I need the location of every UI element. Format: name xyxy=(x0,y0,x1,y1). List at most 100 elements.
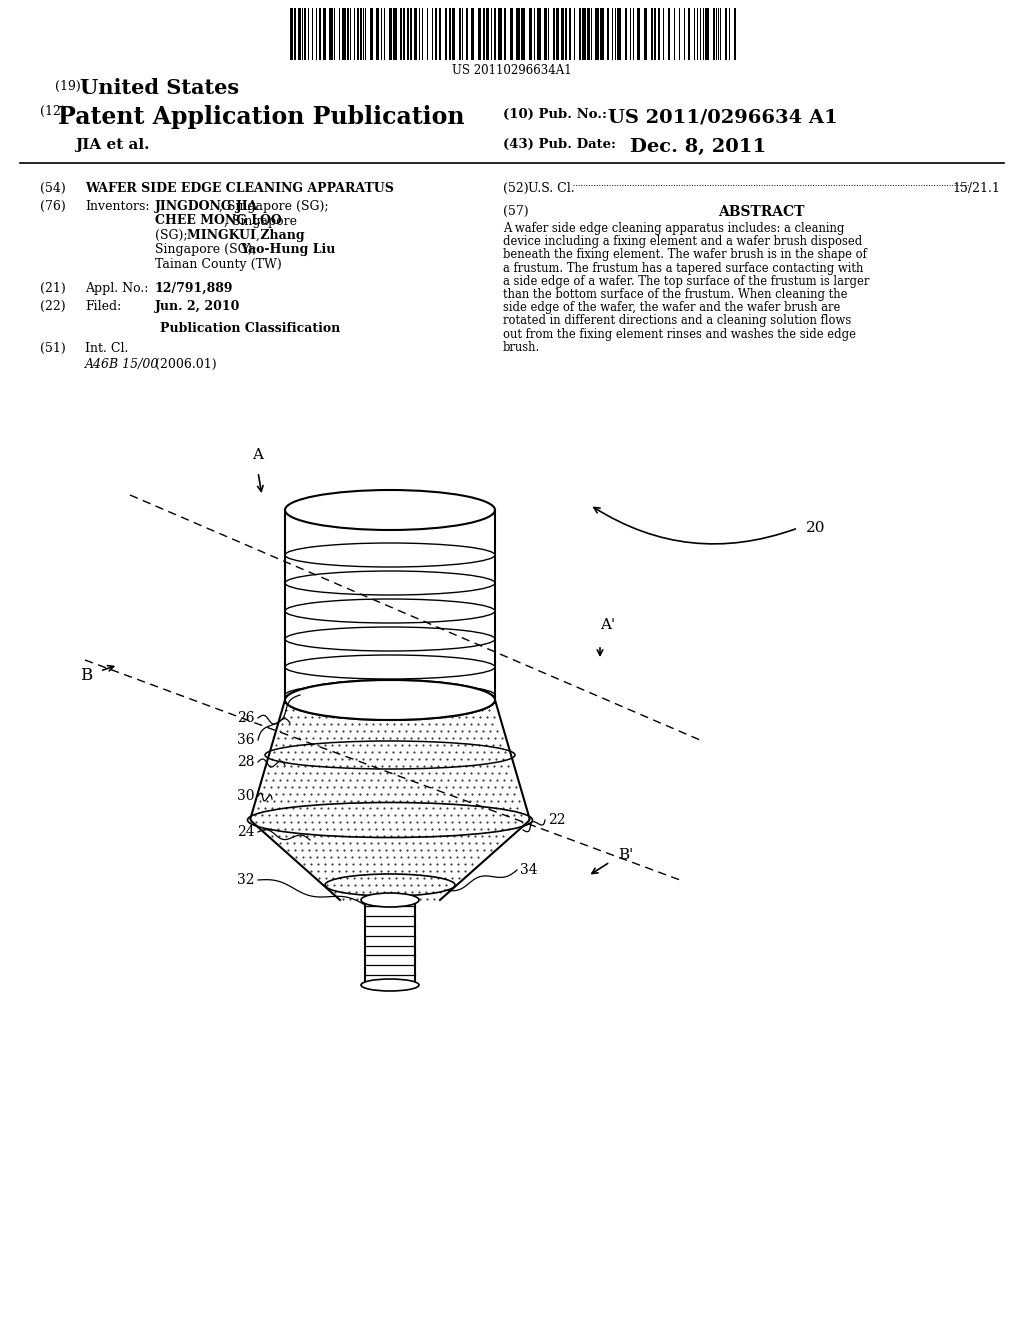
Text: Singapore (SG);: Singapore (SG); xyxy=(155,243,261,256)
Bar xyxy=(654,8,656,59)
Bar xyxy=(439,8,441,59)
Bar xyxy=(668,8,670,59)
Ellipse shape xyxy=(285,680,495,719)
Bar xyxy=(644,8,647,59)
Bar xyxy=(516,8,520,59)
Bar xyxy=(407,8,409,59)
Bar xyxy=(285,510,495,700)
Text: A46B 15/00: A46B 15/00 xyxy=(85,358,160,371)
Bar xyxy=(483,8,485,59)
Bar xyxy=(471,8,474,59)
Text: 22: 22 xyxy=(548,813,565,828)
Text: Filed:: Filed: xyxy=(85,300,121,313)
Text: Appl. No.:: Appl. No.: xyxy=(85,282,148,294)
Bar xyxy=(403,8,406,59)
Bar xyxy=(494,8,496,59)
Text: B: B xyxy=(80,667,92,684)
Bar xyxy=(435,8,437,59)
Bar xyxy=(498,8,502,59)
Bar xyxy=(298,8,301,59)
Bar xyxy=(486,8,489,59)
Bar xyxy=(537,8,541,59)
Text: (SG);: (SG); xyxy=(155,228,191,242)
Bar xyxy=(449,8,451,59)
Bar xyxy=(595,8,599,59)
Bar xyxy=(0,400,1024,1300)
Bar xyxy=(329,8,333,59)
Bar xyxy=(319,8,321,59)
Bar xyxy=(607,8,609,59)
Text: U.S. Cl.: U.S. Cl. xyxy=(528,182,574,195)
Text: JINGDONG JIA: JINGDONG JIA xyxy=(155,201,258,213)
Bar xyxy=(290,8,293,59)
Text: US 2011/0296634 A1: US 2011/0296634 A1 xyxy=(608,108,838,125)
Text: ,: , xyxy=(256,228,259,242)
Bar xyxy=(617,8,621,59)
Bar xyxy=(582,8,586,59)
Bar xyxy=(553,8,555,59)
Text: 34: 34 xyxy=(520,863,538,876)
Bar xyxy=(529,8,532,59)
Bar xyxy=(565,8,567,59)
Text: A': A' xyxy=(600,618,615,632)
Text: (54): (54) xyxy=(40,182,66,195)
Text: Int. Cl.: Int. Cl. xyxy=(85,342,128,355)
Text: a frustum. The frustum has a tapered surface contacting with: a frustum. The frustum has a tapered sur… xyxy=(503,261,863,275)
Text: (57): (57) xyxy=(503,205,528,218)
Text: Jun. 2, 2010: Jun. 2, 2010 xyxy=(155,300,241,313)
Bar xyxy=(510,8,513,59)
Bar xyxy=(561,8,564,59)
Text: 20: 20 xyxy=(806,521,825,535)
Text: device including a fixing element and a wafer brush disposed: device including a fixing element and a … xyxy=(503,235,862,248)
Bar xyxy=(452,8,455,59)
Bar xyxy=(587,8,590,59)
Text: 36: 36 xyxy=(238,733,255,747)
Text: 30: 30 xyxy=(238,789,255,803)
Bar xyxy=(725,8,727,59)
Bar xyxy=(569,8,571,59)
Text: A wafer side edge cleaning apparatus includes: a cleaning: A wafer side edge cleaning apparatus inc… xyxy=(503,222,845,235)
Bar xyxy=(360,8,362,59)
Text: ,: , xyxy=(303,243,307,256)
Bar xyxy=(637,8,640,59)
Bar xyxy=(734,8,736,59)
Text: (43) Pub. Date:: (43) Pub. Date: xyxy=(503,139,616,150)
Bar xyxy=(521,8,525,59)
Bar xyxy=(347,8,349,59)
Bar xyxy=(579,8,581,59)
Text: out from the fixing element rinses and washes the side edge: out from the fixing element rinses and w… xyxy=(503,327,856,341)
Bar xyxy=(713,8,715,59)
Text: Yao-Hung Liu: Yao-Hung Liu xyxy=(240,243,335,256)
Text: than the bottom surface of the frustum. When cleaning the: than the bottom surface of the frustum. … xyxy=(503,288,848,301)
Text: (19): (19) xyxy=(55,81,81,92)
Bar xyxy=(504,8,506,59)
Text: (22): (22) xyxy=(40,300,66,313)
Bar xyxy=(304,8,306,59)
Text: Patent Application Publication: Patent Application Publication xyxy=(58,106,465,129)
Bar xyxy=(459,8,461,59)
Bar xyxy=(389,8,392,59)
Text: rotated in different directions and a cleaning solution flows: rotated in different directions and a cl… xyxy=(503,314,851,327)
Bar xyxy=(544,8,547,59)
Text: A: A xyxy=(253,447,263,462)
Bar xyxy=(466,8,468,59)
Bar xyxy=(478,8,481,59)
Ellipse shape xyxy=(285,680,495,719)
Text: Inventors:: Inventors: xyxy=(85,201,150,213)
Bar xyxy=(410,8,412,59)
Text: brush.: brush. xyxy=(503,341,541,354)
Text: (12): (12) xyxy=(40,106,66,117)
Text: US 20110296634A1: US 20110296634A1 xyxy=(453,63,571,77)
Bar xyxy=(323,8,326,59)
Text: a side edge of a wafer. The top surface of the frustum is larger: a side edge of a wafer. The top surface … xyxy=(503,275,869,288)
Bar xyxy=(658,8,660,59)
Text: United States: United States xyxy=(80,78,240,98)
Text: 32: 32 xyxy=(238,873,255,887)
Text: Tainan County (TW): Tainan County (TW) xyxy=(155,257,282,271)
Text: (52): (52) xyxy=(503,182,528,195)
Text: 28: 28 xyxy=(238,755,255,770)
Text: beneath the fixing element. The wafer brush is in the shape of: beneath the fixing element. The wafer br… xyxy=(503,248,867,261)
Ellipse shape xyxy=(285,490,495,531)
Text: (51): (51) xyxy=(40,342,66,355)
Bar xyxy=(556,8,559,59)
